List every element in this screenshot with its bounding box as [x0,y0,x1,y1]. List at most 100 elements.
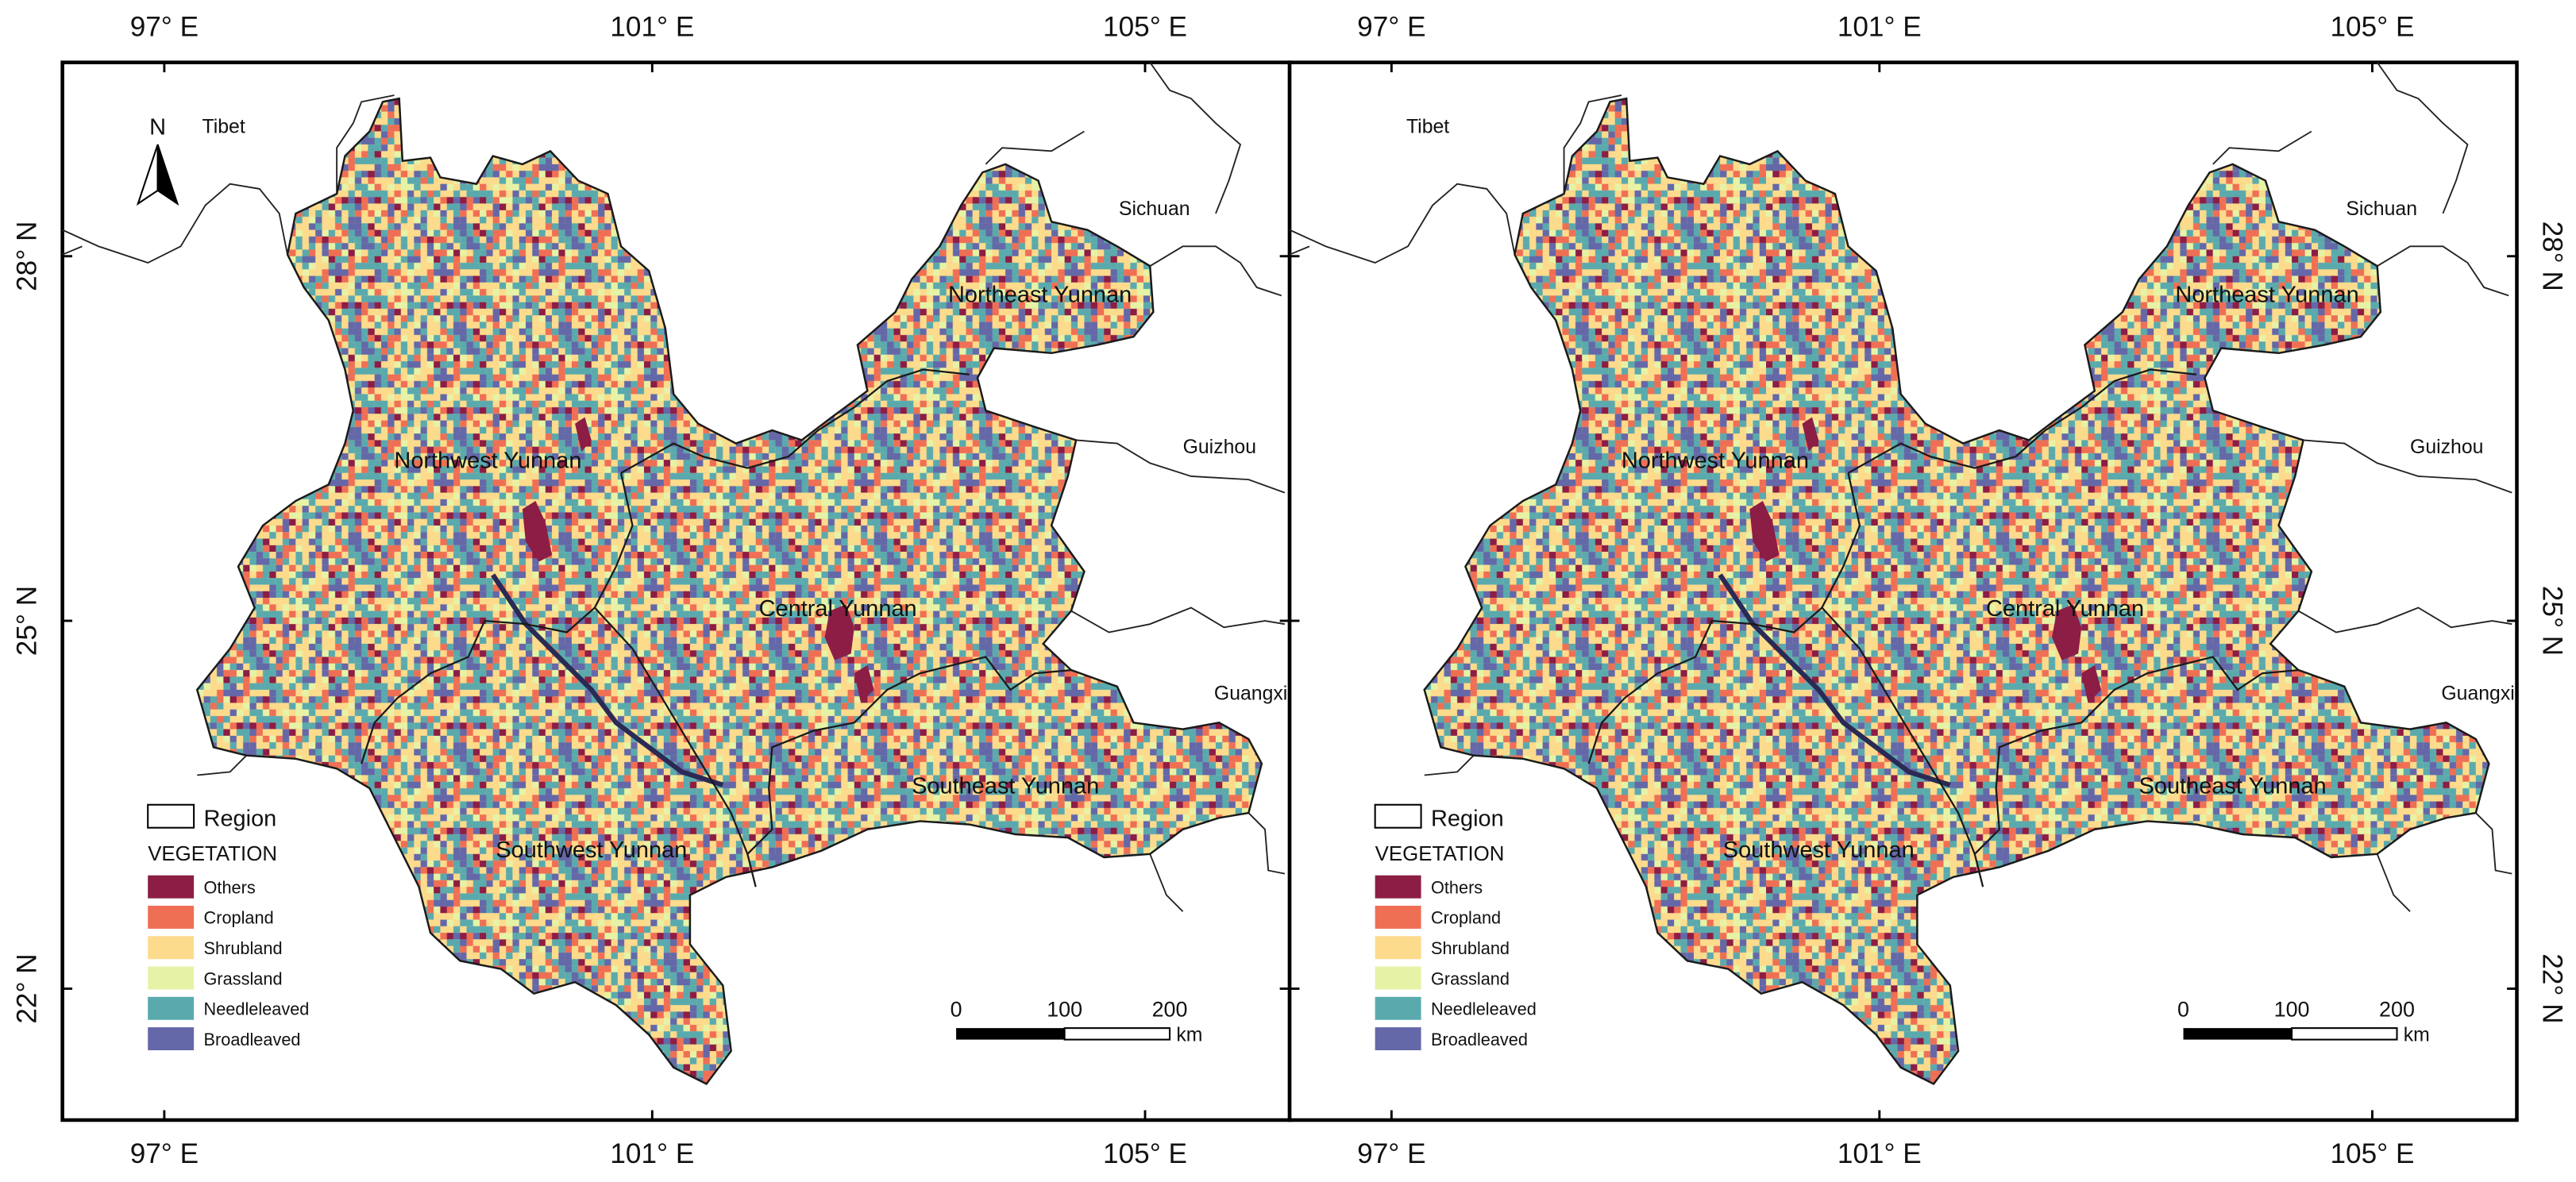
legend-swatch-grassland [148,966,195,990]
scale-bar: 0 100 200 km [951,998,1203,1046]
axis-labels: 97° E 97° E 101° E 101° E 105° E 105° E 28° N 2… [1290,12,2568,1169]
region-boundary [1973,656,2299,855]
region-label-northwest-yunnan: Northwest Yunnan [1622,449,1809,474]
legend-swatch-cropland [1375,905,1421,929]
longitude-label-bottom: 105° E [2330,1138,2414,1169]
region-boundary [361,472,634,764]
neighbor-boundary [2376,62,2469,214]
longitude-label-top: 105° E [1103,12,1187,43]
longitude-label-top: 97° E [1357,12,1425,43]
scale-bar-black-segment [956,1028,1065,1040]
legend-item-others: Others [1431,877,1483,897]
scale-tick-200: 200 [1152,998,1188,1022]
legend-title: VEGETATION [1375,843,1505,865]
legend-region-label: Region [204,807,277,832]
neighbor-boundary [62,245,83,256]
neighbor-boundary [2303,439,2512,494]
right-map-panel: Tibet Sichuan Guizhou Guangxi Northwest Yunn… [1287,12,2568,1169]
others-patch [824,604,854,660]
latitude-label-right: 25° N [2537,586,2568,656]
legend-item-grassland: Grassland [204,968,283,988]
scale-bar-white-segment [1063,1027,1171,1041]
scale-unit: km [2404,1025,2430,1046]
others-patch [522,501,553,562]
legend-item-cropland: Cropland [1431,908,1501,928]
longitude-label-bottom: 97° E [130,1138,199,1169]
region-label-southwest-yunnan: Southwest Yunnan [496,837,687,863]
legend-swatch-shrubland [148,936,195,960]
legend-region-label: Region [1431,807,1504,832]
neighbor-boundary [1248,812,1286,875]
place-label-sichuan: Sichuan [2346,198,2417,220]
region-label-southeast-yunnan: Southeast Yunnan [912,773,1099,799]
legend-swatch-cropland [148,905,195,929]
longitude-label-top: 101° E [1838,12,1922,43]
scale-unit: km [1176,1025,1202,1046]
longitude-label-bottom: 101° E [610,1138,694,1169]
scale-tick-200: 200 [2379,998,2415,1022]
neighbor-boundary [1149,62,1242,214]
scale-bar-white-segment [2291,1027,2398,1041]
others-patch [854,664,874,703]
latitude-label-right: 28° N [2537,221,2568,291]
region-label-central-yunnan: Central Yunnan [1986,596,2144,622]
place-label-guangxi: Guangxi [1214,683,1287,704]
region-label-southwest-yunnan: Southwest Yunnan [1723,837,1915,863]
longitude-label-top: 101° E [610,12,694,43]
legend-swatch-broadleaved [148,1027,195,1051]
region-boundary [1821,606,1984,887]
neighbor-boundary [336,94,395,194]
legend: Region VEGETATION Others Cropland Shrubland G… [147,803,310,1051]
place-label-tibet: Tibet [202,117,245,138]
legend-item-others: Others [204,877,256,897]
region-label-central-yunnan: Central Yunnan [759,596,917,622]
region-boundary [620,368,970,474]
neighbor-boundary [1149,245,1282,297]
yunnan-vegetation-area [1423,97,2490,1086]
north-arrow-letter: N [149,115,166,141]
place-label-tibet: Tibet [1406,117,1449,138]
longitude-label-bottom: 105° E [1103,1138,1187,1169]
legend-item-needleleaved: Needleleaved [1431,999,1537,1019]
neighbor-boundary [62,183,288,264]
neighbor-boundary [1076,439,1286,494]
region-boundary [1847,368,2197,474]
scale-bar-black-segment [2183,1028,2293,1040]
legend-swatch-shrubland [1375,936,1421,960]
legend-swatch-grassland [1375,966,1421,990]
latitude-label-left: 25° N [12,586,43,656]
neighbor-boundary [2212,130,2312,165]
legend-item-needleleaved: Needleleaved [204,999,310,1019]
latitude-label-left: 28° N [12,221,43,291]
left-map-panel: Tibet Sichuan Guizhou Guangxi Northwest Yunn… [12,12,1292,1169]
place-label-guizhou: Guizhou [1183,437,1256,458]
scale-bar: 0 100 200 km [2177,998,2430,1046]
place-label-guangxi: Guangxi [2441,683,2514,704]
longitude-label-top: 97° E [130,12,199,43]
legend-swatch-others [1375,875,1421,899]
legend-item-grassland: Grassland [1431,968,1510,988]
region-label-northwest-yunnan: Northwest Yunnan [394,449,581,474]
region-boundary [594,606,757,887]
scale-tick-0: 0 [951,998,962,1022]
legend-region-swatch [1374,803,1422,829]
neighbor-boundary [1070,606,1286,633]
scale-tick-0: 0 [2177,998,2189,1022]
neighbor-boundary [1289,245,1310,256]
yunnan-vegetation-area [195,97,1263,1086]
region-boundary [1587,472,1861,764]
place-label-guizhou: Guizhou [2410,437,2483,458]
region-boundary [746,656,1072,855]
longitude-label-bottom: 101° E [1838,1138,1922,1169]
latitude-label-right: 22° N [2537,953,2568,1023]
others-patch [1749,501,1780,562]
legend: Region VEGETATION Others Cropland Shrubland G… [1374,803,1537,1051]
region-label-northeast-yunnan: Northeast Yunnan [948,283,1132,308]
neighbor-boundary [2297,606,2512,633]
legend-item-broadleaved: Broadleaved [1431,1030,1528,1049]
legend-item-shrubland: Shrubland [1431,938,1510,958]
scale-tick-100: 100 [1047,998,1082,1022]
legend-item-cropland: Cropland [204,908,274,928]
legend-item-shrubland: Shrubland [204,938,283,958]
